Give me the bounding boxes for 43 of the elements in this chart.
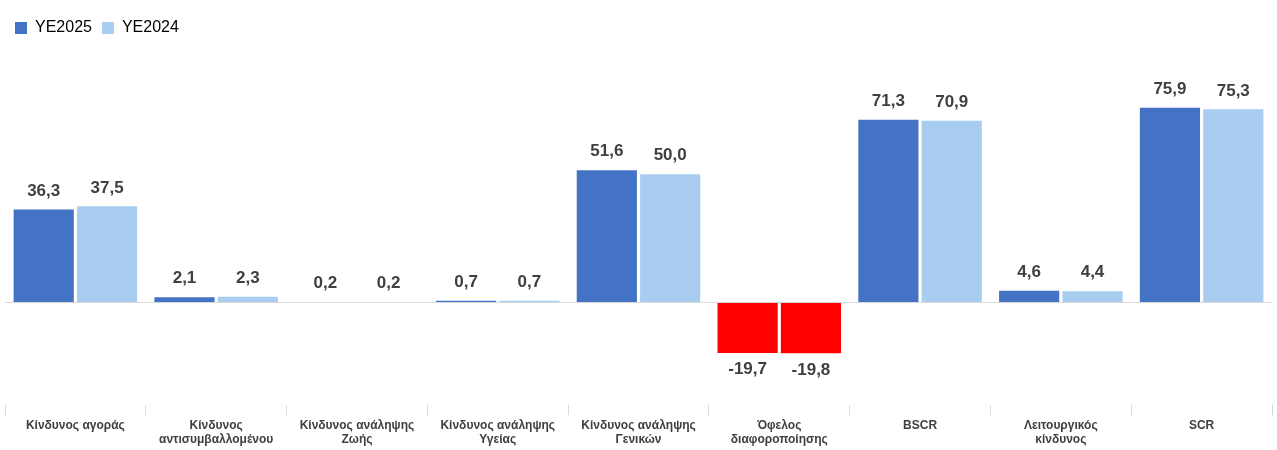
x-tick-label: Λειτουργικός κίνδυνος — [1024, 417, 1098, 447]
x-tick-label: Κίνδυνος ανάληψης Υγείας — [440, 417, 555, 447]
data-label: 0,2 — [313, 273, 338, 293]
data-label: 75,3 — [1216, 80, 1250, 100]
bar — [217, 296, 278, 303]
bar — [780, 303, 842, 354]
bar — [717, 303, 778, 354]
legend-label: YE2025 — [35, 18, 93, 36]
data-label: 0,2 — [376, 273, 401, 293]
data-label: -19,7 — [728, 359, 767, 379]
bar — [858, 119, 919, 303]
data-label: 36,3 — [27, 180, 61, 200]
data-label: 0,7 — [454, 271, 478, 291]
bar — [154, 297, 215, 303]
bar — [640, 174, 701, 303]
bar — [1062, 291, 1123, 303]
bar — [76, 206, 138, 303]
bar — [576, 170, 637, 303]
legend-label: YE2024 — [121, 18, 179, 36]
x-tick-label: SCR — [1188, 417, 1215, 432]
bar — [1139, 107, 1201, 303]
bar — [13, 209, 74, 303]
x-tick-label: Κίνδυνος αντισυμβαλλομένου — [159, 417, 274, 447]
x-tick-label: Κίνδυνος ανάληψης Γενικών — [581, 417, 696, 447]
data-label: 4,6 — [1017, 261, 1041, 281]
data-label: 71,3 — [871, 90, 905, 110]
data-label: 50,0 — [653, 145, 687, 165]
x-tick-label: Κίνδυνος ανάληψης Ζωής — [299, 417, 415, 447]
x-tick-label: Κίνδυνος αγοράς — [25, 417, 125, 432]
bar — [999, 290, 1060, 303]
data-label: 4,4 — [1080, 262, 1105, 282]
data-label: 70,9 — [935, 91, 969, 111]
bar — [921, 120, 982, 303]
data-label: -19,8 — [791, 359, 831, 379]
data-label: 2,3 — [236, 267, 260, 287]
data-label: 0,7 — [517, 271, 542, 291]
data-label: 2,1 — [172, 268, 197, 288]
x-tick-label: BSCR — [903, 417, 938, 432]
data-label: 51,6 — [590, 141, 624, 161]
bar — [1203, 109, 1264, 303]
data-label: 75,9 — [1153, 79, 1187, 99]
data-label: 37,5 — [90, 177, 124, 197]
x-tick-label: Όφελος διαφοροποίησης — [730, 417, 828, 447]
